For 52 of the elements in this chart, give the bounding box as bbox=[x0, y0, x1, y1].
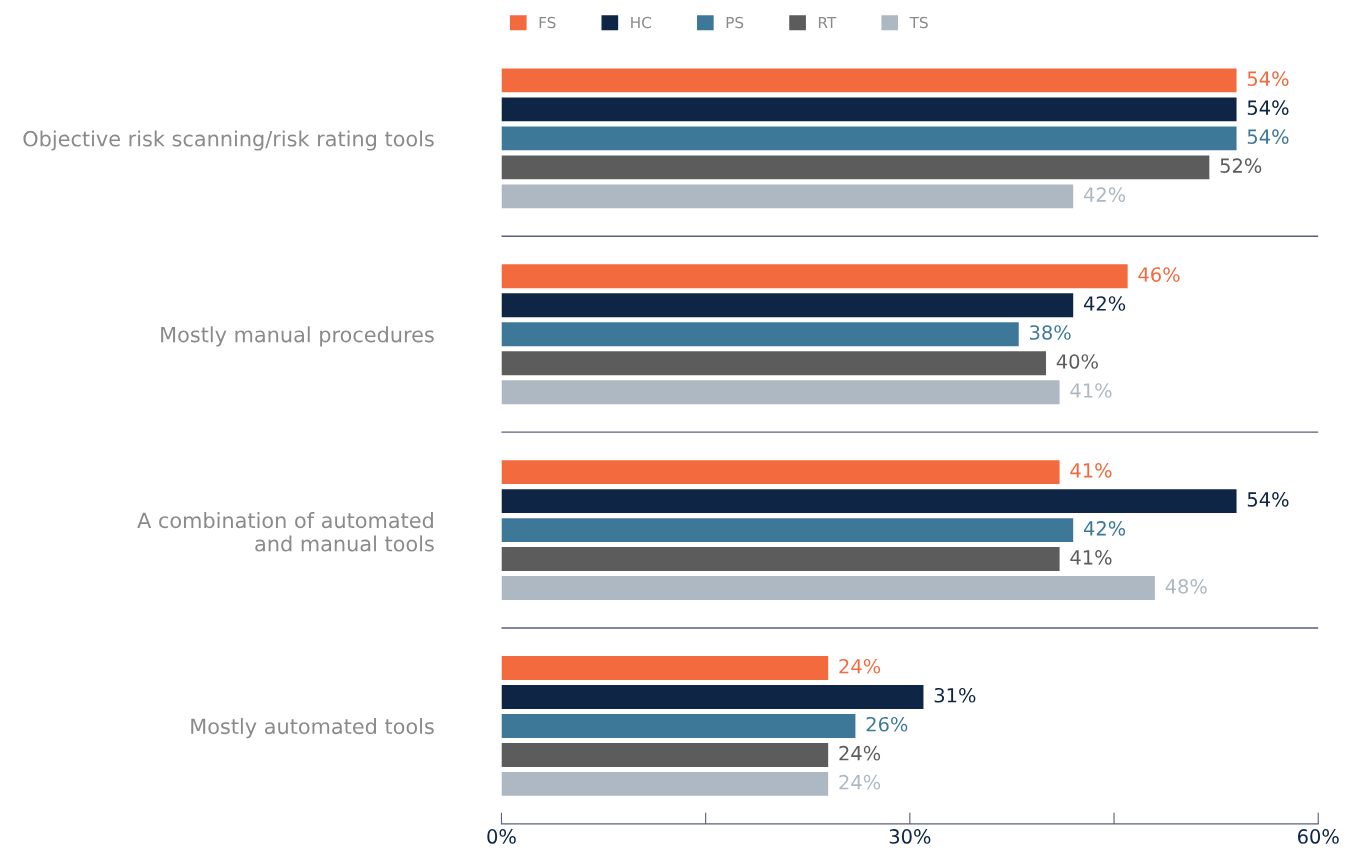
bar bbox=[501, 97, 1237, 122]
legend-label: FS bbox=[539, 16, 556, 29]
bar bbox=[501, 576, 1155, 601]
bar bbox=[501, 293, 1074, 318]
bar bbox=[501, 322, 1019, 347]
legend-label: PS bbox=[726, 16, 744, 29]
legend-label: TS bbox=[909, 16, 928, 29]
bar bbox=[501, 68, 1237, 93]
data-label: 52% bbox=[1220, 158, 1262, 173]
bar bbox=[501, 264, 1128, 289]
data-label: 26% bbox=[866, 716, 908, 732]
bar bbox=[501, 184, 1074, 209]
bar bbox=[501, 155, 1210, 180]
data-label: 54% bbox=[1247, 100, 1289, 116]
bar bbox=[501, 380, 1060, 405]
legend-label: HC bbox=[631, 16, 652, 29]
bar bbox=[501, 742, 829, 767]
data-label: 41% bbox=[1070, 463, 1112, 478]
x-tick-label: 0% bbox=[487, 829, 516, 844]
data-label: 46% bbox=[1138, 267, 1180, 282]
data-label: 42% bbox=[1083, 296, 1126, 311]
data-label: 24% bbox=[839, 774, 881, 790]
data-label: 54% bbox=[1247, 492, 1289, 507]
data-label: 54% bbox=[1247, 71, 1289, 87]
y-tick-label: Objective risk scanning/risk rating tools bbox=[23, 130, 434, 151]
y-tick-label: Mostly automated tools bbox=[191, 718, 434, 739]
bar bbox=[501, 656, 829, 680]
data-label: 24% bbox=[839, 745, 881, 761]
data-label: 41% bbox=[1070, 550, 1112, 565]
data-label: 48% bbox=[1165, 578, 1207, 594]
bar bbox=[501, 771, 829, 796]
data-label: 42% bbox=[1083, 521, 1126, 536]
bar bbox=[501, 714, 856, 738]
data-label: 41% bbox=[1070, 383, 1112, 398]
bar bbox=[501, 460, 1060, 485]
bar bbox=[501, 518, 1074, 543]
y-tick-label: Mostly manual procedures bbox=[161, 326, 434, 347]
x-tick-label: 30% bbox=[889, 829, 931, 844]
data-label: 31% bbox=[934, 687, 976, 703]
bar bbox=[501, 126, 1237, 151]
y-tick-label: A combination of automated and manual tools bbox=[137, 512, 434, 552]
data-label: 38% bbox=[1030, 325, 1071, 340]
data-label: 40% bbox=[1056, 354, 1098, 369]
bar bbox=[501, 685, 924, 709]
data-label: 54% bbox=[1247, 129, 1289, 144]
bar bbox=[501, 351, 1046, 376]
bar bbox=[501, 547, 1060, 572]
legend-label: RT bbox=[818, 16, 837, 29]
bar bbox=[501, 489, 1237, 514]
x-tick-label: 60% bbox=[1297, 829, 1339, 844]
data-label: 24% bbox=[839, 658, 881, 674]
data-label: 42% bbox=[1083, 187, 1126, 202]
